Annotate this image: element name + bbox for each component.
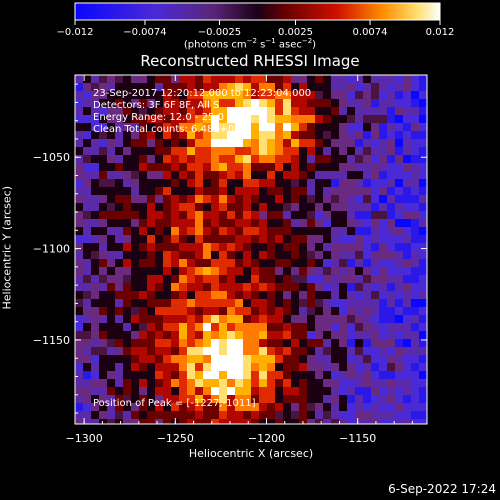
heatmap-image (75, 75, 427, 424)
plot-frame (74, 74, 428, 425)
colorbar-tick-label: 0.0074 (353, 27, 388, 38)
y-tick-label: −1100 (33, 243, 70, 256)
colorbar-axis: −0.012 −0.0074 −0.0025 0.0025 0.0074 0.012 (56, 20, 454, 38)
colorbar-tick-label: 0.012 (426, 27, 455, 38)
clean-counts-label: Clean Total counts: 6.48E+03 (93, 124, 241, 135)
y-axis: −1150 −1100 −1050 (33, 83, 427, 414)
colorbar-tick-label: −0.012 (56, 27, 93, 38)
colorbar (74, 2, 441, 21)
energy-range-label: Energy Range: 12.0 - 25.0 keV (93, 112, 246, 123)
colorbar-units: (photons cm−2 s−1 asec−2) (183, 37, 317, 51)
colorbar-tick-label: 0.0025 (278, 27, 313, 38)
x-axis: −1300 −1250 −1200 −1150 (66, 75, 413, 445)
y-tick-label: −1150 (33, 334, 70, 347)
chart-title: Reconstructed RHESSI Image (140, 52, 360, 70)
x-tick-label: −1150 (339, 432, 376, 445)
colorbar-tick-label: −0.0074 (123, 27, 166, 38)
y-tick-label: −1050 (33, 151, 70, 164)
detectors-label: Detectors: 3F 6F 8F, All S (93, 100, 220, 111)
y-axis-label: Heliocentric Y (arcsec) (0, 185, 14, 310)
x-tick-label: −1250 (157, 432, 194, 445)
x-axis-label: Heliocentric X (arcsec) (188, 447, 314, 460)
peak-position-label: Position of Peak = [-1227,-1011] (93, 398, 256, 409)
time-range-label: 23-Sep-2017 12:20:12.000 to 12:23:04.000 (93, 88, 312, 99)
timestamp-footer: 6-Sep-2022 17:24 (388, 482, 496, 496)
colorbar-tick-label: −0.0025 (198, 27, 241, 38)
x-tick-label: −1300 (66, 432, 103, 445)
x-tick-label: −1200 (248, 432, 285, 445)
